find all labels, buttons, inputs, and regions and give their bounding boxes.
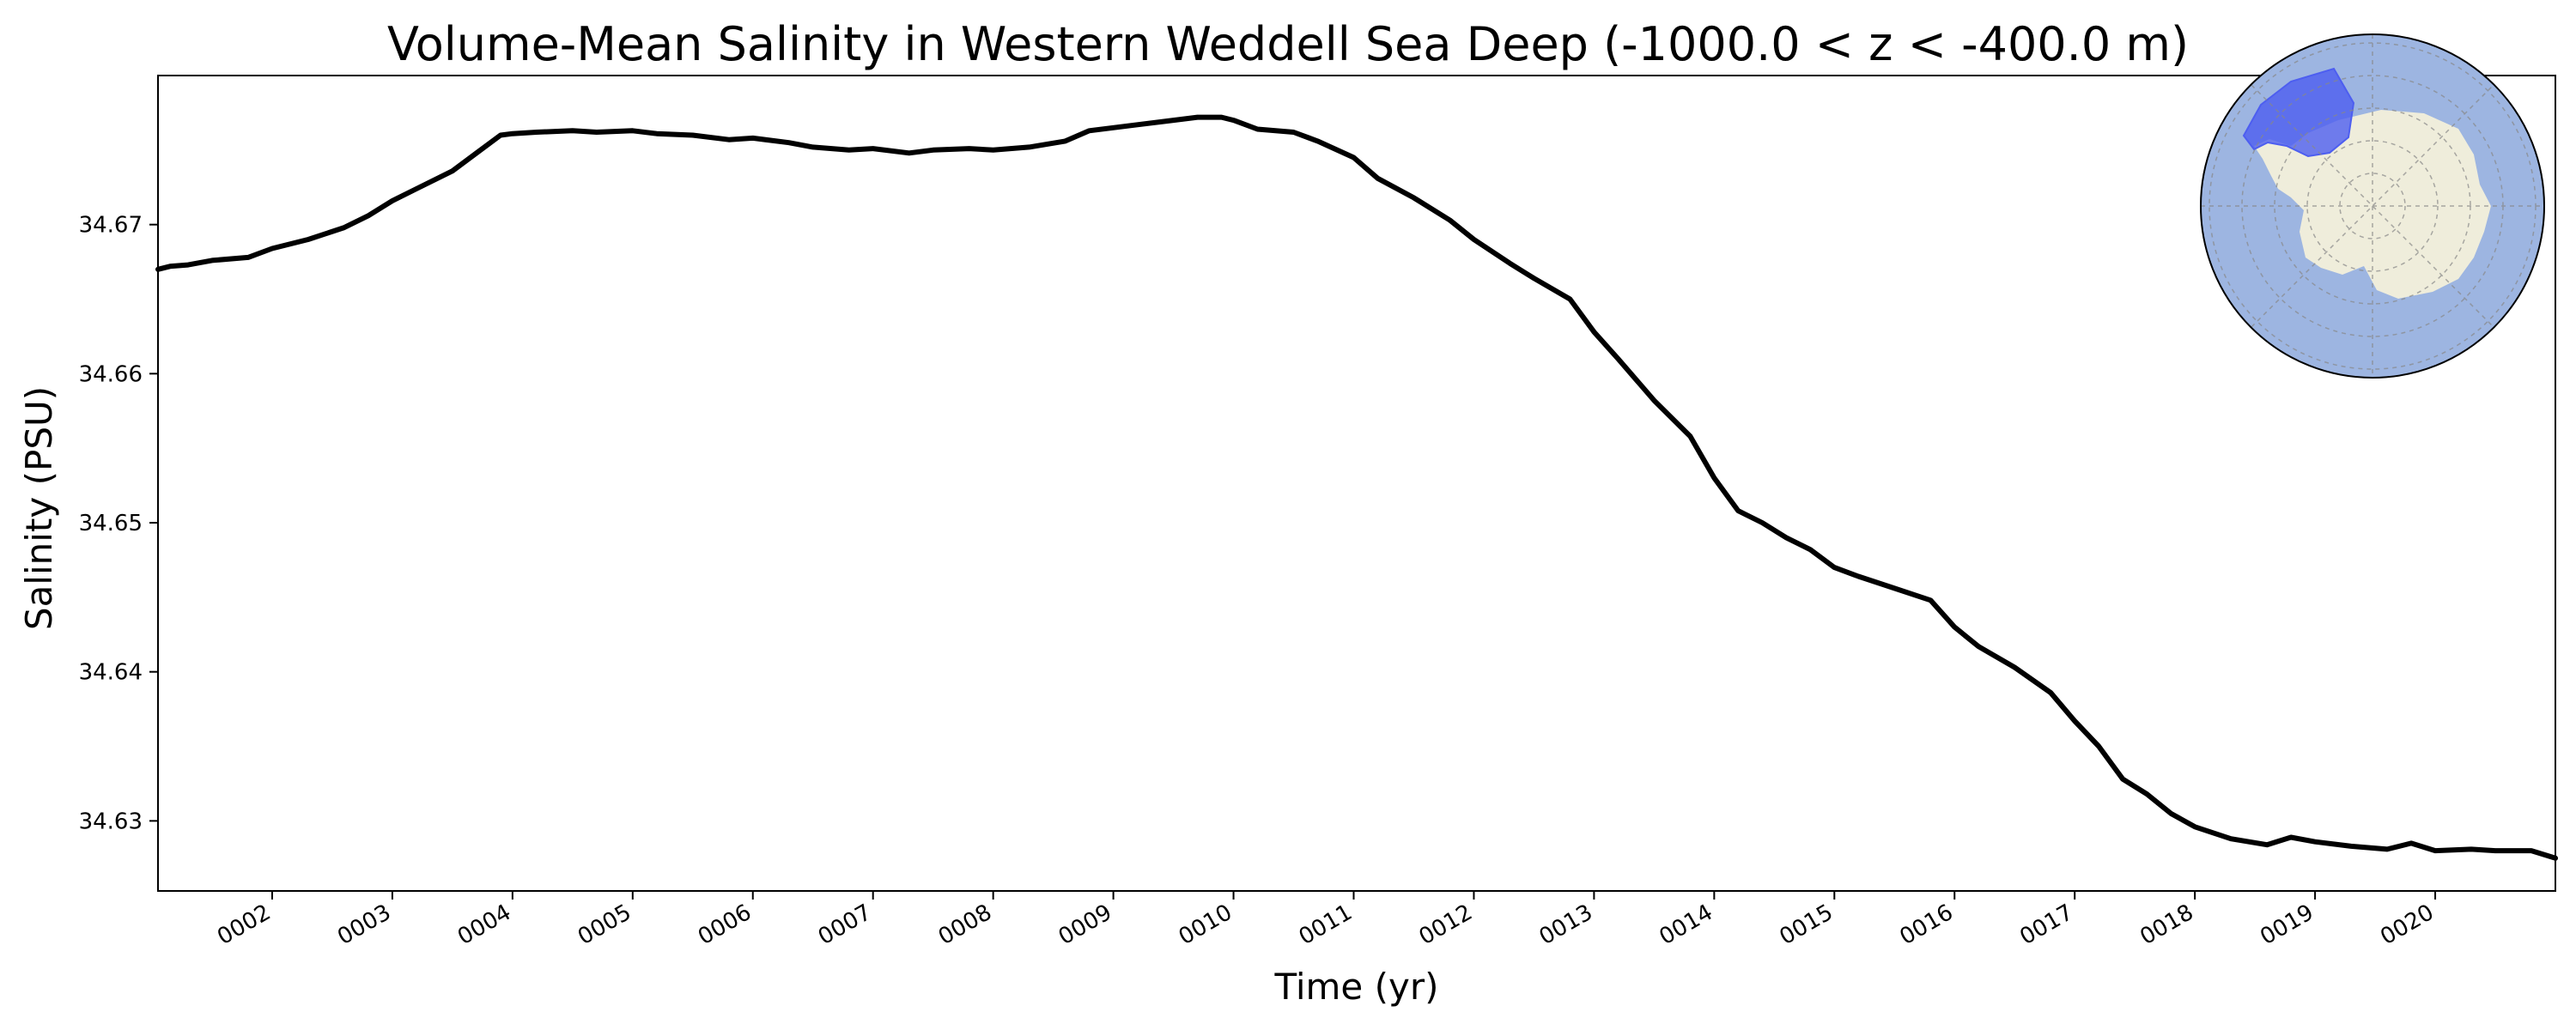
y-tick-label: 34.67: [79, 213, 143, 239]
ticks-layer: 34.63 34.64 34.65 34.66 34.67 0002 0003 0004 000…: [79, 213, 2439, 950]
x-tick-label: 0011: [1295, 900, 1357, 950]
x-tick-label: 0006: [694, 900, 756, 950]
x-tick-label: 0019: [2256, 900, 2318, 950]
series-line-0: [155, 114, 2558, 861]
x-tick-label: 0014: [1656, 900, 1717, 950]
inset-map: [2200, 33, 2545, 379]
x-tick-label: 0017: [2015, 900, 2077, 950]
x-tick-label: 0009: [1054, 900, 1116, 950]
y-tick-label: 34.66: [79, 361, 143, 387]
map-border: [2200, 33, 2545, 379]
x-tick-label: 0020: [2376, 900, 2438, 950]
map-graticule: [2201, 34, 2544, 378]
x-tick-label: 0010: [1175, 900, 1236, 950]
plot-frame: [157, 75, 2556, 892]
x-tick-label: 0004: [453, 900, 515, 950]
x-tick-label: 0008: [934, 900, 996, 950]
x-tick-label: 0015: [1775, 900, 1837, 950]
y-tick-label: 34.64: [79, 660, 143, 686]
y-tick-label: 34.65: [79, 511, 143, 536]
x-axis-label: Time (yr): [1273, 966, 1438, 1008]
x-tick-label: 0016: [1895, 900, 1957, 950]
map-region-weddell: [2242, 67, 2355, 158]
series-layer: [155, 114, 2558, 861]
y-tick-label: 34.63: [79, 809, 143, 834]
x-tick-label: 0018: [2136, 900, 2197, 950]
x-tick-label: 0002: [213, 900, 275, 950]
chart-title: Volume-Mean Salinity in Western Weddell …: [387, 17, 2189, 71]
x-tick-label: 0007: [814, 900, 876, 950]
x-tick-label: 0003: [333, 900, 395, 950]
x-tick-label: 0013: [1535, 900, 1597, 950]
map-antarctica-land: [2254, 110, 2491, 299]
x-tick-label: 0012: [1415, 900, 1477, 950]
x-tick-label: 0005: [574, 900, 635, 950]
y-axis-label: Salinity (PSU): [18, 386, 60, 630]
